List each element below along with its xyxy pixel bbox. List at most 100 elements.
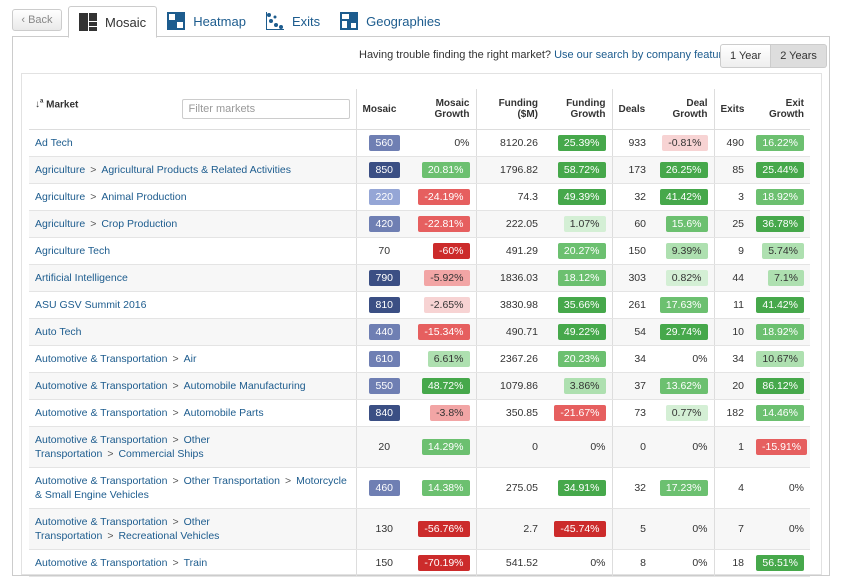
market-link[interactable]: Automotive & Transportation bbox=[35, 475, 168, 487]
deal-growth-header[interactable]: Deal Growth bbox=[652, 89, 714, 130]
funding-growth-cell-value: 49.22% bbox=[557, 324, 606, 340]
market-link[interactable]: Motorcycle & Small Engine Vehicles bbox=[35, 475, 347, 501]
exit-growth-cell: 18.92% bbox=[750, 318, 810, 346]
two-years-button[interactable]: 2 Years bbox=[771, 44, 827, 68]
market-link[interactable]: Other Transportation bbox=[35, 434, 210, 460]
market-link[interactable]: Automobile Parts bbox=[183, 407, 264, 419]
market-cell: Agriculture > Animal Production bbox=[29, 183, 356, 211]
exits-cell: 7 bbox=[713, 508, 750, 550]
market-link[interactable]: Agriculture Tech bbox=[35, 245, 111, 257]
market-link[interactable]: Automotive & Transportation bbox=[35, 516, 168, 528]
market-link[interactable]: Automotive & Transportation bbox=[35, 353, 168, 365]
market-link[interactable]: Ad Tech bbox=[35, 137, 73, 149]
funding-cell-value: 1079.86 bbox=[500, 380, 538, 392]
filter-markets-input[interactable] bbox=[181, 99, 350, 119]
funding-cell: 222.05 bbox=[475, 210, 544, 238]
funding-cell-value: 2367.26 bbox=[500, 353, 538, 365]
market-link[interactable]: Agriculture bbox=[35, 164, 86, 176]
market-link[interactable]: Automotive & Transportation bbox=[35, 380, 168, 392]
exits-cell: 20 bbox=[713, 372, 750, 400]
market-link[interactable]: Automotive & Transportation bbox=[35, 407, 168, 419]
deal-growth-cell: 0% bbox=[652, 549, 714, 577]
table-row[interactable]: Agriculture > Agricultural Products & Rela… bbox=[29, 156, 810, 184]
back-label: Back bbox=[28, 14, 53, 26]
market-link[interactable]: Air bbox=[183, 353, 197, 365]
table-row[interactable]: Automotive & Transportation > Automobile P… bbox=[29, 399, 810, 427]
mosaic-cell-value: 850 bbox=[368, 162, 400, 178]
table-row[interactable]: ASU GSV Summit 2016 810 -2.65% 3830.98 35.66… bbox=[29, 291, 810, 319]
market-link[interactable]: Crop Production bbox=[101, 218, 178, 230]
back-button[interactable]: ‹ Back bbox=[12, 9, 62, 31]
exits-cell-value: 3 bbox=[738, 191, 744, 203]
table-row[interactable]: Artificial Intelligence 790 -5.92% 1836.03 1… bbox=[29, 264, 810, 292]
market-header[interactable]: ↓a Market bbox=[29, 89, 356, 130]
market-link[interactable]: Other Transportation bbox=[183, 475, 280, 487]
table-row[interactable]: Automotive & Transportation > Other Transp… bbox=[29, 508, 810, 550]
funding-growth-header[interactable]: Funding Growth bbox=[544, 89, 612, 130]
market-link[interactable]: Commercial Ships bbox=[118, 448, 204, 460]
search-by-company-link[interactable]: Use our search by company feature. bbox=[554, 49, 732, 61]
funding-cell-value: 275.05 bbox=[505, 482, 538, 494]
exit-growth-cell: 0% bbox=[750, 467, 810, 509]
tab-geographies[interactable]: Geographies bbox=[330, 6, 450, 36]
tab-mosaic[interactable]: Mosaic bbox=[68, 6, 158, 38]
mosaic-cell: 20 bbox=[355, 426, 412, 468]
geographies-icon bbox=[340, 12, 359, 30]
table-row[interactable]: Automotive & Transportation > Air 610 6.61% 2… bbox=[29, 345, 810, 373]
deals-cell-value: 0 bbox=[640, 441, 646, 453]
mosaic-growth-cell-value: 14.29% bbox=[421, 439, 470, 455]
market-link[interactable]: Artificial Intelligence bbox=[35, 272, 128, 284]
mosaic-growth-cell-value: -60% bbox=[432, 243, 470, 259]
exit-growth-header[interactable]: Exit Growth bbox=[750, 89, 810, 130]
funding-header[interactable]: Funding ($M) bbox=[475, 89, 544, 130]
market-link[interactable]: Automotive & Transportation bbox=[35, 434, 168, 446]
exit-growth-cell-value: 41.42% bbox=[756, 297, 804, 313]
mosaic-cell-value: 420 bbox=[368, 216, 400, 232]
mosaic-cell: 840 bbox=[355, 399, 412, 427]
table-row[interactable]: Automotive & Transportation > Train 150 -70.… bbox=[29, 549, 810, 577]
table-row[interactable]: Agriculture > Animal Production 220 -24.19% 7… bbox=[29, 183, 810, 211]
mosaic-growth-cell-value: 0% bbox=[454, 137, 470, 149]
funding-growth-cell: 0% bbox=[544, 549, 612, 577]
market-link[interactable]: Train bbox=[183, 557, 208, 569]
exit-growth-cell: 14.46% bbox=[750, 399, 810, 427]
table-row[interactable]: Ad Tech 560 0% 8120.26 25.39% 933 -0.81% 490 16.… bbox=[29, 129, 810, 157]
table-row[interactable]: Agriculture > Crop Production 420 -22.81% 222… bbox=[29, 210, 810, 238]
table-row[interactable]: Automotive & Transportation > Automobile M… bbox=[29, 372, 810, 400]
funding-cell-value: 541.52 bbox=[505, 557, 538, 569]
market-link[interactable]: Other Transportation bbox=[35, 516, 210, 542]
funding-cell: 8120.26 bbox=[475, 129, 544, 157]
one-year-button[interactable]: 1 Year bbox=[720, 44, 772, 68]
table-row[interactable]: Auto Tech 440 -15.34% 490.71 49.22% 54 29.74% 1… bbox=[29, 318, 810, 346]
sort-icon[interactable]: ↓a bbox=[35, 99, 44, 111]
exit-growth-cell: 0% bbox=[750, 508, 810, 550]
mosaic-growth-cell: -24.19% bbox=[412, 183, 476, 211]
market-link[interactable]: Automobile Manufacturing bbox=[183, 380, 306, 392]
market-link[interactable]: Agriculture bbox=[35, 218, 86, 230]
exits-icon bbox=[265, 12, 284, 30]
tab-heatmap[interactable]: Heatmap bbox=[157, 6, 256, 36]
market-link[interactable]: Recreational Vehicles bbox=[118, 530, 220, 542]
exits-cell: 11 bbox=[713, 291, 750, 319]
table-row[interactable]: Automotive & Transportation > Other Transp… bbox=[29, 426, 810, 468]
market-link[interactable]: Agriculture bbox=[35, 191, 86, 203]
tab-exits[interactable]: Exits bbox=[256, 6, 330, 36]
breadcrumb-separator: > bbox=[172, 516, 179, 528]
market-link[interactable]: ASU GSV Summit 2016 bbox=[35, 299, 147, 311]
market-link[interactable]: Agricultural Products & Related Activiti… bbox=[101, 164, 292, 176]
market-link[interactable]: Auto Tech bbox=[35, 326, 82, 338]
deals-cell: 150 bbox=[611, 237, 652, 265]
deals-cell: 34 bbox=[611, 345, 652, 373]
exits-header[interactable]: Exits bbox=[713, 89, 750, 130]
deal-growth-cell: 13.62% bbox=[652, 372, 714, 400]
mosaic-header[interactable]: Mosaic bbox=[355, 89, 412, 130]
deals-cell-value: 34 bbox=[634, 353, 646, 365]
market-link[interactable]: Animal Production bbox=[101, 191, 187, 203]
funding-growth-cell: 3.86% bbox=[544, 372, 612, 400]
table-row[interactable]: Automotive & Transportation > Other Transp… bbox=[29, 467, 810, 509]
market-link[interactable]: Automotive & Transportation bbox=[35, 557, 168, 569]
mosaic-growth-header[interactable]: Mosaic Growth bbox=[412, 89, 476, 130]
deal-growth-cell-value: 13.62% bbox=[659, 378, 708, 394]
deals-header[interactable]: Deals bbox=[611, 89, 652, 130]
table-row[interactable]: Agriculture Tech 70 -60% 491.29 20.27% 150 9.3… bbox=[29, 237, 810, 265]
